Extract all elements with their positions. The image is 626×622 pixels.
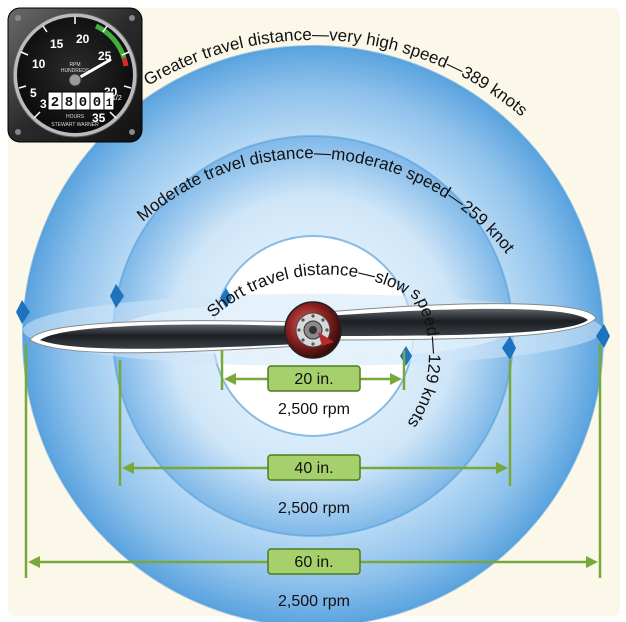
measurement-60: 60 in. 2,500 rpm bbox=[267, 548, 361, 610]
gauge-hours-label: HOURS bbox=[66, 114, 85, 120]
gauge-unit: RPM bbox=[69, 62, 80, 68]
gauge-number: 20 bbox=[76, 32, 90, 46]
arrow-icon bbox=[596, 324, 610, 348]
odometer-digit: 8 bbox=[65, 95, 73, 111]
odometer-digit: 0 bbox=[93, 95, 101, 111]
gauge-maker: STEWART WARNER bbox=[51, 122, 99, 128]
arrow-icon bbox=[502, 336, 516, 360]
rpm-label: 2,500 rpm bbox=[278, 401, 350, 418]
arrow-icon bbox=[220, 288, 232, 308]
measurement-arrowheads bbox=[28, 373, 598, 568]
measurement-40: 40 in. 2,500 rpm bbox=[267, 454, 361, 517]
left-blade bbox=[40, 324, 300, 349]
odometer-digit: 0 bbox=[79, 95, 87, 111]
size-label: 40 in. bbox=[294, 460, 333, 477]
size-box bbox=[267, 454, 361, 481]
odometer-tenths: 1/2 bbox=[112, 95, 122, 102]
gauge-ticks bbox=[18, 17, 132, 119]
rpm-label: 2,500 rpm bbox=[278, 500, 350, 517]
gauge-number: 5 bbox=[30, 86, 37, 100]
gauge-number: 15 bbox=[50, 37, 64, 51]
measurement-20: 20 in. 2,500 rpm bbox=[267, 365, 361, 418]
odometer-digit: 2 bbox=[51, 95, 59, 111]
size-label: 20 in. bbox=[294, 371, 333, 388]
gauge-needle bbox=[73, 58, 112, 82]
rotation-direction-icon bbox=[318, 332, 334, 346]
size-label: 60 in. bbox=[294, 554, 333, 571]
rpm-label: 2,500 rpm bbox=[278, 593, 350, 610]
size-box bbox=[267, 365, 361, 392]
odometer: 2 8 0 0 1 1/2 bbox=[47, 91, 122, 111]
tachometer: 3 5 10 15 20 25 30 35 RPM HUNDREDS 2 8 0… bbox=[7, 7, 143, 143]
arrow-icon bbox=[110, 284, 124, 308]
gauge-sublabel: HUNDREDS bbox=[61, 68, 90, 74]
right-blade bbox=[326, 308, 588, 336]
gauge-number: 35 bbox=[92, 111, 106, 125]
odometer-digit: 1 bbox=[106, 98, 113, 110]
size-box bbox=[267, 548, 361, 575]
propeller bbox=[29, 301, 597, 359]
red-line bbox=[121, 57, 129, 67]
arrow-icon bbox=[16, 300, 30, 324]
gauge-number: 10 bbox=[32, 57, 46, 71]
gauge-number: 3 bbox=[40, 97, 47, 111]
